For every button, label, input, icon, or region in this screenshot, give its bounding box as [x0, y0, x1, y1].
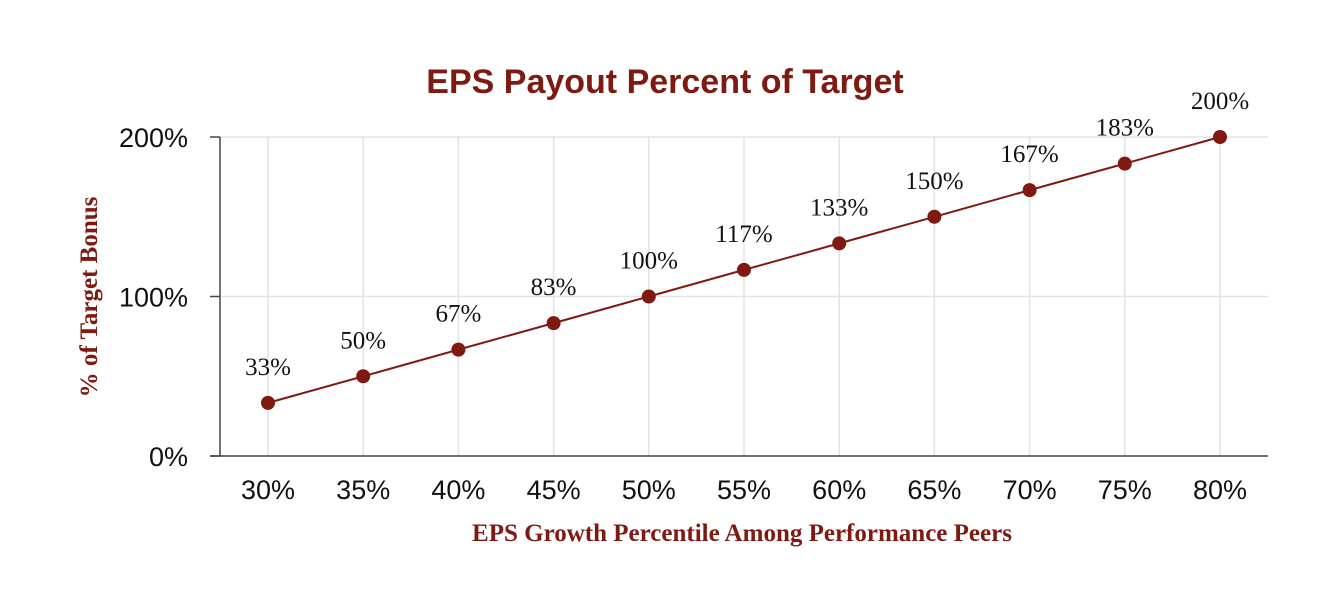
- series-layer: [261, 130, 1227, 410]
- data-label: 50%: [340, 327, 386, 354]
- y-tick-label: 0%: [149, 442, 188, 472]
- x-tick-label: 60%: [812, 475, 866, 505]
- data-label: 33%: [245, 354, 291, 381]
- x-tick-label: 75%: [1098, 475, 1152, 505]
- data-label: 183%: [1096, 115, 1154, 142]
- data-label: 167%: [1000, 141, 1058, 168]
- x-tick-label: 30%: [241, 475, 295, 505]
- data-labels: 33% 50% 67% 83% 100% 117% 133% 150% 167% 183% 200%: [245, 88, 1249, 381]
- x-tick-label: 55%: [717, 475, 771, 505]
- data-point: [356, 369, 371, 384]
- data-point: [546, 316, 561, 331]
- y-tick-labels: 0% 100% 200%: [119, 123, 188, 472]
- x-axis-title: EPS Growth Percentile Among Performance …: [472, 520, 1012, 547]
- data-point: [451, 342, 466, 357]
- x-tick-labels: 30% 35% 40% 45% 50% 55% 60% 65% 70% 75% 80%: [241, 475, 1247, 505]
- data-point: [1117, 156, 1132, 171]
- data-label: 200%: [1191, 88, 1249, 115]
- data-label: 117%: [715, 221, 772, 248]
- x-tick-label: 70%: [1003, 475, 1057, 505]
- chart-title: EPS Payout Percent of Target: [426, 63, 903, 101]
- x-tick-label: 40%: [431, 475, 485, 505]
- x-tick-label: 45%: [527, 475, 581, 505]
- data-label: 150%: [905, 168, 963, 195]
- y-tick-label: 100%: [119, 283, 188, 313]
- data-label: 83%: [531, 274, 577, 301]
- x-tick-label: 50%: [622, 475, 676, 505]
- data-point: [1213, 130, 1227, 144]
- x-tick-label: 35%: [336, 475, 390, 505]
- data-label: 133%: [810, 194, 868, 221]
- y-axis-title: % of Target Bonus: [76, 196, 103, 397]
- data-point: [641, 289, 656, 304]
- data-point: [1022, 183, 1037, 198]
- x-tick-label: 65%: [907, 475, 961, 505]
- data-point: [832, 236, 847, 251]
- data-label: 100%: [620, 248, 678, 275]
- x-tick-label: 80%: [1193, 475, 1247, 505]
- data-point: [737, 262, 751, 277]
- data-point: [261, 395, 275, 410]
- axes: [210, 136, 1268, 457]
- gridlines: [220, 136, 1268, 456]
- data-label: 67%: [435, 301, 481, 328]
- y-tick-label: 200%: [119, 123, 188, 153]
- data-point: [927, 209, 942, 224]
